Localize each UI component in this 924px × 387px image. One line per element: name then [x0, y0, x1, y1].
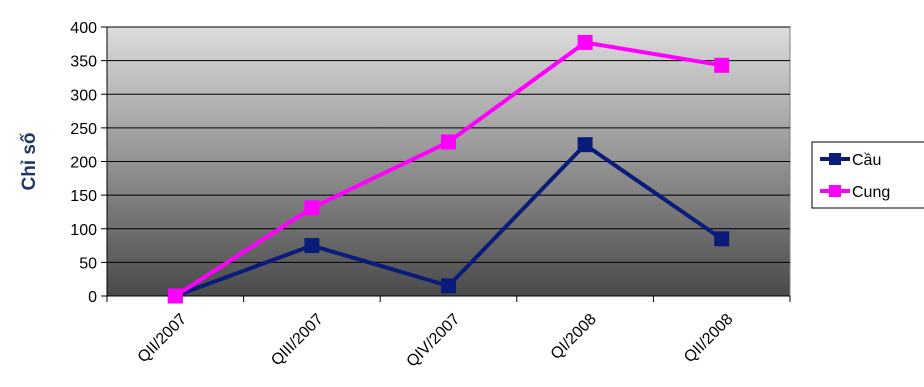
y-tick-label: 250 — [70, 121, 97, 138]
y-tick-label: 350 — [70, 54, 97, 71]
data-point — [304, 238, 320, 254]
x-axis-ticks: QII/2007 QIII/2007 QIV/2007 QI/2008 QII/2008 — [106, 296, 791, 371]
legend-marker — [829, 153, 841, 165]
y-tick-label: 50 — [79, 255, 97, 272]
y-axis-label: Chỉ số — [19, 132, 40, 190]
legend: Cầu Cung — [811, 141, 924, 209]
data-point — [167, 288, 183, 304]
x-tick-label: QIII/2007 — [268, 311, 327, 370]
y-axis-ticks: 0 50 100 150 200 250 300 350 400 — [70, 20, 107, 306]
y-tick-label: 400 — [70, 20, 97, 37]
legend-label: Cầu — [852, 152, 881, 169]
data-point — [304, 200, 320, 216]
x-tick-label: QII/2007 — [135, 311, 190, 366]
x-tick-label: QII/2008 — [681, 311, 736, 366]
y-tick-label: 100 — [70, 222, 97, 239]
x-tick-label: QIV/2007 — [404, 311, 464, 371]
legend-marker — [829, 185, 841, 197]
data-point — [441, 134, 456, 150]
x-tick-label: QI/2008 — [548, 311, 600, 363]
data-point — [577, 34, 593, 50]
legend-label: Cung — [852, 184, 890, 201]
y-tick-label: 300 — [70, 87, 97, 104]
data-point — [714, 231, 730, 247]
y-tick-label: 200 — [70, 155, 97, 172]
y-tick-label: 0 — [88, 289, 97, 306]
series-layer — [167, 34, 730, 304]
data-point — [714, 57, 730, 73]
y-tick-label: 150 — [70, 188, 97, 205]
data-point — [441, 278, 456, 294]
data-point — [577, 137, 593, 153]
gridlines — [107, 26, 790, 263]
